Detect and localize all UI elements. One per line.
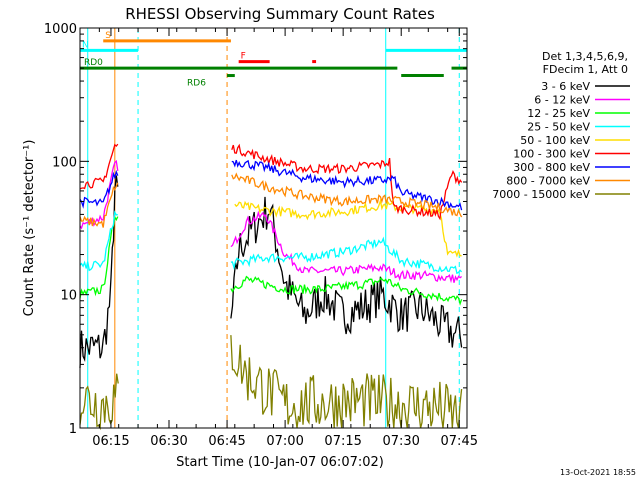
legend-item-label: 100 - 300 keV <box>513 148 590 161</box>
axes: 1 10 100 1000 06:15 06:30 06:45 07:00 07:15 07:30… <box>44 22 478 449</box>
legend-item-label: 25 - 50 keV <box>527 121 590 134</box>
y-tick-label: 1 <box>69 422 77 437</box>
series-line <box>79 169 119 209</box>
legend-header: Det 1,3,4,5,6,9, <box>542 50 628 63</box>
legend-item-label: 3 - 6 keV <box>541 80 590 93</box>
series-line <box>231 143 463 221</box>
state-bar-label: RD0 <box>84 58 103 68</box>
series-line <box>230 275 463 306</box>
legend-item-label: 50 - 100 keV <box>520 134 590 147</box>
timestamp: 13-Oct-2021 18:55 <box>560 468 636 477</box>
state-bar-label: F <box>241 52 246 62</box>
x-tick-label: 07:45 <box>441 434 478 449</box>
series-line <box>79 215 119 299</box>
series-line <box>79 182 119 228</box>
series-lines <box>79 143 463 431</box>
legend-item-label: 7000 - 15000 keV <box>492 188 590 201</box>
x-tick-label: 06:45 <box>208 434 245 449</box>
x-tick-label: 07:30 <box>382 434 419 449</box>
series-line <box>230 210 463 284</box>
series-line <box>230 236 463 275</box>
state-bar-label: RD6 <box>187 79 206 89</box>
legend: Det 1,3,4,5,6,9,FDecim 1, Att 0 3 - 6 keV… <box>492 50 630 201</box>
series-line <box>79 175 119 369</box>
y-axis-label: Count Rate (s⁻¹ detector⁻¹) <box>22 140 37 317</box>
vertical-markers <box>87 28 460 428</box>
chart-title: RHESSI Observing Summary Count Rates <box>125 5 435 23</box>
x-tick-label: 06:15 <box>92 434 129 449</box>
x-tick-label: 07:00 <box>266 434 303 449</box>
legend-header: FDecim 1, Att 0 <box>543 63 628 76</box>
series-line <box>230 196 463 348</box>
series-line <box>230 335 463 429</box>
series-line <box>231 159 463 211</box>
state-bars: S N F RD0 RD6 <box>80 31 467 89</box>
state-bar-label: S <box>105 31 111 41</box>
series-line <box>79 210 118 272</box>
x-tick-label: 07:15 <box>324 434 361 449</box>
state-bar-label: N <box>82 40 89 50</box>
x-tick-label: 06:30 <box>150 434 187 449</box>
legend-item-label: 12 - 25 keV <box>527 107 590 120</box>
y-tick-label: 1000 <box>44 22 77 37</box>
x-axis-label: Start Time (10-Jan-07 06:07:02) <box>176 455 384 470</box>
series-line <box>79 143 119 190</box>
legend-item-label: 300 - 800 keV <box>513 161 590 174</box>
y-tick-label: 100 <box>52 155 77 170</box>
series-line <box>231 172 463 218</box>
legend-item-label: 6 - 12 keV <box>534 94 590 107</box>
legend-item-label: 800 - 7000 keV <box>506 175 590 188</box>
y-tick-label: 10 <box>60 289 77 304</box>
series-line <box>79 159 119 230</box>
